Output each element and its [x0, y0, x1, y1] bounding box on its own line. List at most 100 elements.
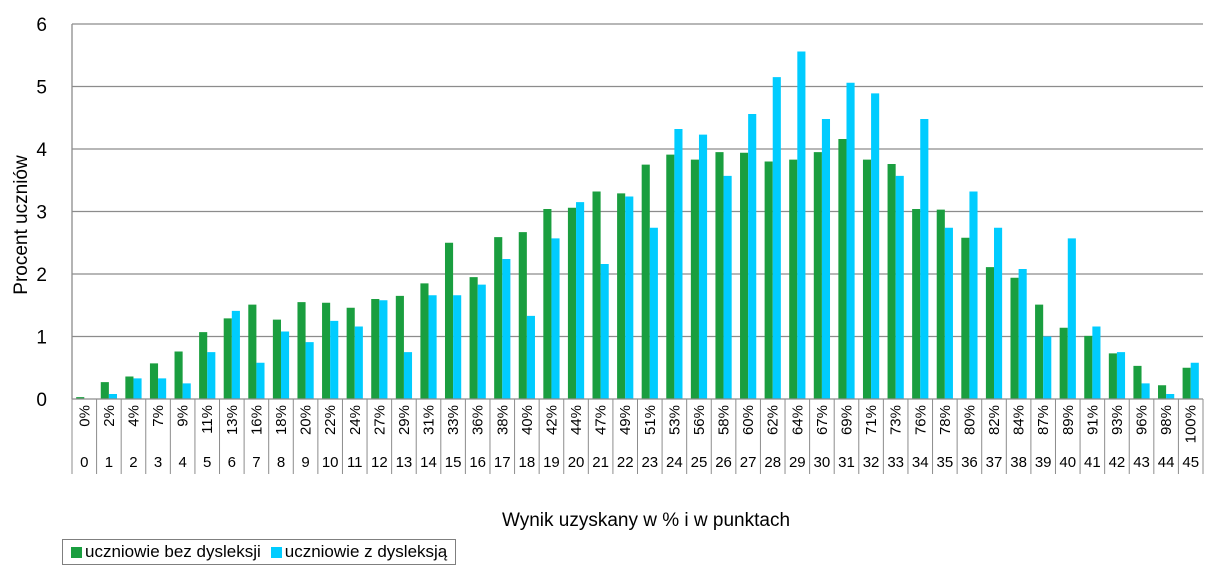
bar-without-dyslexia [617, 193, 626, 399]
x-tick-label-percent: 40% [519, 405, 536, 435]
bar-with-dyslexia [1067, 238, 1076, 399]
bar-without-dyslexia [764, 161, 773, 399]
x-tick-label-percent: 7% [150, 405, 167, 427]
x-tick-label-percent: 62% [765, 405, 782, 435]
bar-with-dyslexia [330, 320, 339, 399]
x-tick-label-percent: 44% [568, 405, 585, 435]
bar-with-dyslexia [453, 295, 462, 399]
legend-label: uczniowie bez dysleksji [85, 542, 261, 561]
x-tick-label-percent: 24% [347, 405, 364, 435]
bar-with-dyslexia [895, 175, 904, 399]
bar-without-dyslexia [346, 307, 355, 399]
bar-without-dyslexia [223, 318, 232, 399]
bar-without-dyslexia [961, 237, 970, 399]
bar-without-dyslexia [322, 302, 331, 399]
x-tick-label-points: 4 [178, 454, 186, 471]
legend-label: uczniowie z dysleksją [284, 542, 448, 561]
x-tick-label-percent: 13% [224, 405, 241, 435]
x-tick-label-points: 19 [543, 454, 560, 471]
x-tick-label-points: 18 [519, 454, 536, 471]
bar-with-dyslexia [994, 227, 1003, 399]
x-tick-label-points: 44 [1158, 454, 1175, 471]
bar-with-dyslexia [1190, 362, 1199, 399]
x-tick-label-percent: 4% [125, 405, 142, 427]
x-tick-label-points: 23 [641, 454, 658, 471]
x-tick-label-points: 10 [322, 454, 339, 471]
x-tick-label-points: 24 [666, 454, 683, 471]
x-tick-label-points: 42 [1109, 454, 1126, 471]
x-tick-label-percent: 11% [199, 405, 216, 434]
bar-with-dyslexia [158, 378, 167, 399]
x-tick-label-points: 30 [814, 454, 831, 471]
bar-without-dyslexia [740, 152, 749, 399]
y-axis-label: Procent uczniów [11, 155, 32, 295]
x-tick-label-percent: 2% [101, 405, 118, 427]
bar-without-dyslexia [567, 207, 577, 399]
bar-with-dyslexia [526, 315, 535, 399]
bar-with-dyslexia [207, 352, 216, 399]
bar-without-dyslexia [985, 267, 995, 399]
bar-with-dyslexia [846, 82, 855, 399]
x-tick-label-percent: 49% [617, 405, 634, 435]
x-tick-label-percent: 89% [1060, 405, 1077, 435]
legend-item-without-dyslexia: uczniowie bez dysleksji [71, 542, 261, 562]
x-tick-label-points: 17 [494, 454, 511, 471]
bar-without-dyslexia [1059, 327, 1068, 399]
x-tick-label-percent: 78% [937, 405, 954, 435]
x-tick-label-percent: 87% [1035, 405, 1052, 435]
bar-with-dyslexia [182, 383, 191, 399]
x-tick-label-percent: 91% [1084, 405, 1101, 435]
bar-without-dyslexia [199, 332, 208, 399]
bar-with-dyslexia [649, 227, 658, 399]
y-tick-label: 0 [36, 390, 47, 411]
bar-without-dyslexia [494, 237, 503, 399]
legend-swatch-cyan [270, 546, 282, 558]
x-tick-label-points: 40 [1059, 454, 1076, 471]
bar-without-dyslexia [543, 209, 552, 399]
bar-without-dyslexia [641, 164, 650, 399]
bar-with-dyslexia [920, 119, 929, 399]
bar-without-dyslexia [518, 232, 527, 399]
x-tick-label-points: 9 [301, 454, 309, 471]
x-tick-labels: 0% 2% 4% 7% 9% 11% 13% 16% 18% 20% 22% 24% 27% 29% 31%… [76, 405, 1199, 471]
x-tick-label-points: 6 [228, 454, 236, 471]
bar-without-dyslexia [715, 152, 724, 399]
bar-without-dyslexia [789, 159, 798, 399]
x-tick-label-points: 8 [277, 454, 285, 471]
bar-without-dyslexia [690, 159, 699, 399]
x-tick-label-percent: 51% [642, 405, 659, 435]
x-tick-label-points: 14 [420, 454, 437, 471]
bar-without-dyslexia [149, 363, 159, 399]
x-tick-label-points: 13 [396, 454, 413, 471]
bar-with-dyslexia [772, 77, 781, 399]
bar-with-dyslexia [354, 326, 363, 399]
bar-with-dyslexia [477, 284, 486, 399]
bar-without-dyslexia [592, 191, 601, 399]
axes [71, 24, 1204, 474]
x-tick-label-points: 12 [371, 454, 388, 471]
bar-without-dyslexia [1010, 277, 1019, 399]
x-tick-label-percent: 67% [814, 405, 831, 435]
bar-without-dyslexia [125, 376, 134, 399]
bar-with-dyslexia [674, 129, 683, 399]
x-tick-label-points: 34 [912, 454, 929, 471]
bar-without-dyslexia [444, 242, 454, 399]
x-tick-label-points: 33 [887, 454, 904, 471]
bar-without-dyslexia [1133, 365, 1142, 399]
bar-without-dyslexia [912, 209, 921, 399]
bar-with-dyslexia [871, 93, 880, 399]
x-tick-label-points: 37 [986, 454, 1003, 471]
x-tick-label-points: 43 [1133, 454, 1150, 471]
x-tick-label-percent: 9% [175, 405, 192, 427]
x-tick-label-percent: 73% [888, 405, 905, 435]
bar-with-dyslexia [969, 191, 978, 399]
bar-without-dyslexia [936, 209, 945, 399]
x-tick-label-points: 36 [961, 454, 978, 471]
x-tick-label-percent: 84% [1011, 405, 1028, 435]
x-tick-label-points: 22 [617, 454, 634, 471]
bar-with-dyslexia [428, 295, 437, 399]
x-tick-label-percent: 47% [593, 405, 610, 435]
x-tick-label-points: 5 [203, 454, 211, 471]
bar-with-dyslexia [944, 227, 953, 399]
